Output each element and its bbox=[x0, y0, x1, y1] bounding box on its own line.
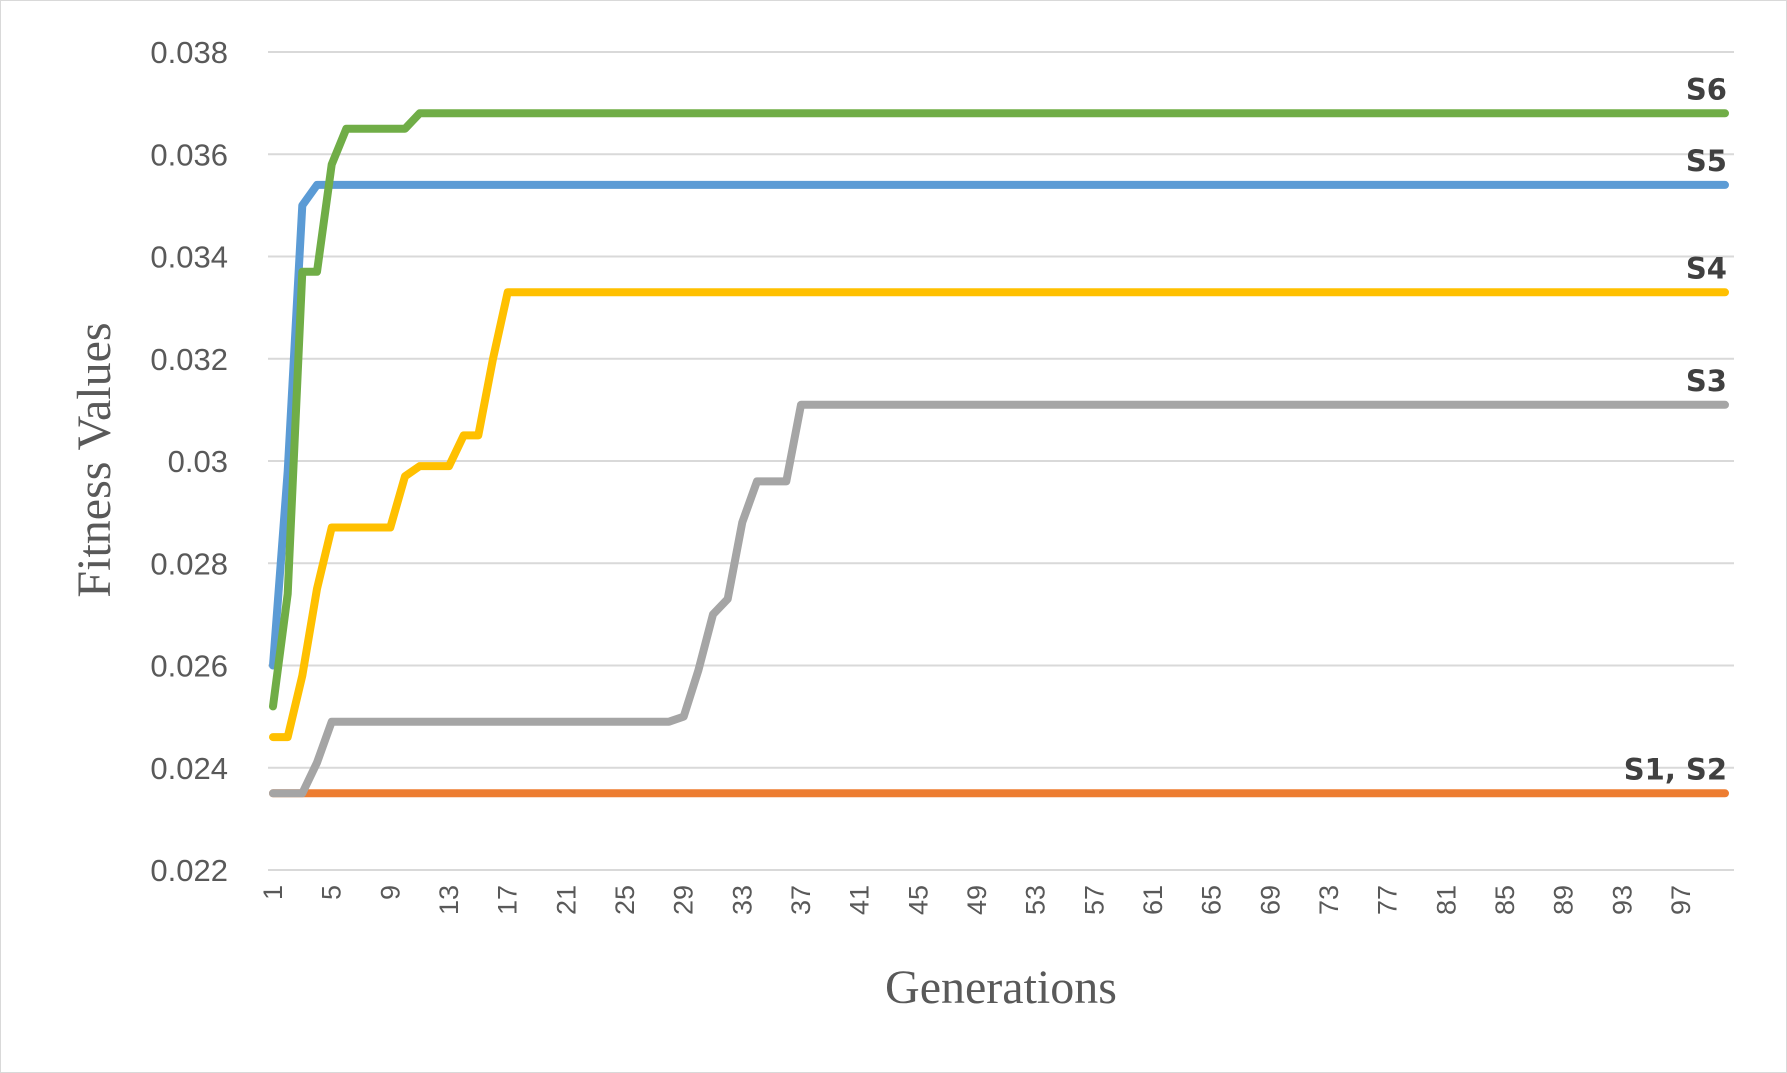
y-axis-title: Fitness Values bbox=[68, 322, 121, 597]
series-labels: S1, S2 S3 S4 S5 S6 bbox=[1624, 72, 1727, 786]
x-tick-label: 17 bbox=[493, 885, 523, 915]
x-tick-label: 29 bbox=[669, 885, 699, 915]
x-tick-label: 93 bbox=[1607, 885, 1637, 915]
x-tick-label: 13 bbox=[434, 885, 464, 915]
y-tick-label: 0.022 bbox=[150, 853, 228, 888]
series-label-2: S4 bbox=[1686, 251, 1727, 285]
x-tick-label: 61 bbox=[1138, 885, 1168, 915]
y-axis-ticks: 0.038 0.036 0.034 0.032 0.03 0.028 0.026 0.024 0… bbox=[150, 35, 228, 888]
series-line-4 bbox=[269, 109, 1729, 711]
series-label-3: S5 bbox=[1686, 144, 1727, 178]
y-tick-label: 0.034 bbox=[150, 240, 228, 275]
y-tick-label: 0.038 bbox=[150, 35, 228, 70]
x-tick-label: 85 bbox=[1490, 885, 1520, 915]
y-tick-label: 0.036 bbox=[150, 137, 228, 172]
x-tick-label: 37 bbox=[786, 885, 816, 915]
y-tick-label: 0.028 bbox=[150, 546, 228, 581]
series-label-0: S1, S2 bbox=[1624, 752, 1727, 786]
series-line-1 bbox=[269, 400, 1729, 798]
x-tick-label: 1 bbox=[258, 885, 288, 900]
y-tick-label: 0.024 bbox=[150, 751, 228, 786]
x-axis-title: Generations bbox=[885, 961, 1117, 1014]
y-tick-label: 0.032 bbox=[150, 342, 228, 377]
x-tick-label: 25 bbox=[610, 885, 640, 915]
x-tick-label: 53 bbox=[1021, 885, 1051, 915]
series-line-3 bbox=[269, 180, 1729, 670]
x-axis-ticks: 1 5 9 13 17 21 25 29 33 37 41 45 49 53 57 61 65 69 73 77 81 8… bbox=[258, 885, 1696, 915]
x-tick-label: 9 bbox=[375, 885, 405, 900]
x-tick-label: 21 bbox=[551, 885, 581, 915]
x-tick-label: 45 bbox=[903, 885, 933, 915]
x-tick-label: 57 bbox=[1079, 885, 1109, 915]
series-label-1: S3 bbox=[1686, 364, 1727, 398]
series-lines bbox=[269, 109, 1729, 798]
y-tick-label: 0.03 bbox=[168, 444, 228, 479]
x-tick-label: 33 bbox=[727, 885, 757, 915]
x-tick-label: 69 bbox=[1255, 885, 1285, 915]
series-label-4: S6 bbox=[1686, 72, 1727, 106]
x-tick-label: 73 bbox=[1314, 885, 1344, 915]
series-line-2 bbox=[269, 288, 1729, 742]
y-tick-label: 0.026 bbox=[150, 649, 228, 684]
x-tick-label: 41 bbox=[845, 885, 875, 915]
x-tick-label: 49 bbox=[962, 885, 992, 915]
x-tick-label: 65 bbox=[1197, 885, 1227, 915]
x-tick-label: 77 bbox=[1373, 885, 1403, 915]
x-tick-label: 81 bbox=[1431, 885, 1461, 915]
x-tick-label: 5 bbox=[317, 885, 347, 900]
gridlines bbox=[268, 51, 1734, 871]
x-tick-label: 97 bbox=[1666, 885, 1696, 915]
x-tick-label: 89 bbox=[1549, 885, 1579, 915]
